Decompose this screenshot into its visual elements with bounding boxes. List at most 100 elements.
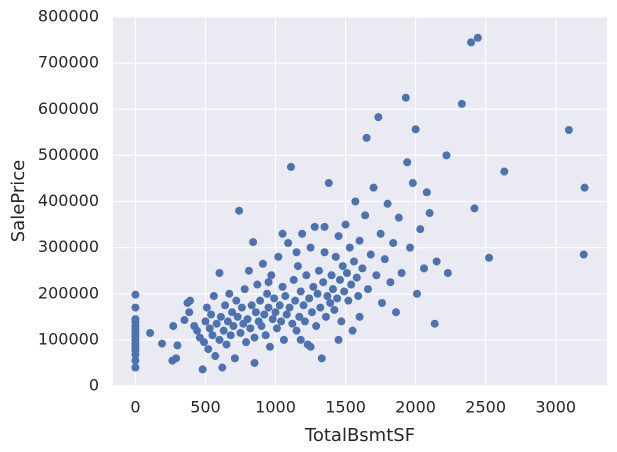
point <box>228 308 237 317</box>
point <box>344 296 353 305</box>
point <box>173 341 182 350</box>
point <box>377 298 386 307</box>
point <box>580 183 589 192</box>
point <box>278 282 287 291</box>
point <box>328 285 337 294</box>
x-tick-label: 0 <box>130 398 140 417</box>
point <box>394 213 403 222</box>
point <box>313 289 322 298</box>
point <box>131 290 140 299</box>
point <box>201 317 210 326</box>
point <box>242 338 251 347</box>
point <box>300 317 309 326</box>
point <box>243 315 252 324</box>
point <box>314 266 323 275</box>
y-tick-label: 500000 <box>38 145 99 164</box>
point <box>268 315 277 324</box>
point <box>250 333 259 342</box>
point <box>131 363 140 372</box>
y-tick-label: 200000 <box>38 283 99 302</box>
point <box>327 271 336 280</box>
point <box>235 206 244 215</box>
point <box>208 331 217 340</box>
point <box>267 271 276 280</box>
point <box>340 287 349 296</box>
point <box>225 289 234 298</box>
point <box>172 354 181 363</box>
point <box>244 266 253 275</box>
point <box>361 211 370 220</box>
point <box>324 179 333 188</box>
point <box>306 342 315 351</box>
point <box>246 324 255 333</box>
point <box>251 308 260 317</box>
point <box>233 312 242 321</box>
point <box>284 239 293 248</box>
point <box>293 262 302 271</box>
point <box>470 204 479 213</box>
point <box>432 257 441 266</box>
point <box>274 252 283 261</box>
point <box>579 250 588 259</box>
point <box>334 232 343 241</box>
point <box>247 301 256 310</box>
point <box>207 310 216 319</box>
point <box>292 326 301 335</box>
point <box>198 365 207 374</box>
point <box>564 126 573 135</box>
point <box>363 285 372 294</box>
point <box>416 225 425 234</box>
point <box>366 250 375 259</box>
point <box>180 316 189 325</box>
point <box>193 326 202 335</box>
point <box>342 268 351 277</box>
point <box>338 262 347 271</box>
point <box>275 301 284 310</box>
point <box>240 285 249 294</box>
point <box>362 133 371 142</box>
point <box>337 317 346 326</box>
point <box>270 294 279 303</box>
point <box>296 335 305 344</box>
point <box>425 209 434 218</box>
y-tick-label: 0 <box>89 376 99 395</box>
point <box>369 183 378 192</box>
point <box>292 248 301 257</box>
point <box>326 298 335 307</box>
point <box>279 335 288 344</box>
point <box>374 113 383 122</box>
point <box>485 253 494 262</box>
point <box>408 179 417 188</box>
point <box>348 326 357 335</box>
point <box>200 338 209 347</box>
point <box>430 319 439 328</box>
point <box>281 292 290 301</box>
point <box>221 301 230 310</box>
point <box>218 363 227 372</box>
point <box>215 268 224 277</box>
point <box>355 236 364 245</box>
point <box>333 294 342 303</box>
point <box>146 328 155 337</box>
point <box>319 278 328 287</box>
point <box>289 275 298 284</box>
x-tick-label: 500 <box>190 398 221 417</box>
point <box>263 289 272 298</box>
point <box>265 342 274 351</box>
point <box>355 312 364 321</box>
point <box>309 282 318 291</box>
point <box>320 248 329 257</box>
point <box>341 220 350 229</box>
point <box>131 303 140 312</box>
point <box>296 287 305 296</box>
point <box>169 322 178 331</box>
point <box>215 335 224 344</box>
point <box>302 271 311 280</box>
point <box>467 38 476 47</box>
point <box>321 312 330 321</box>
x-tick-label: 1500 <box>325 398 366 417</box>
point <box>223 317 232 326</box>
point <box>186 296 195 305</box>
point <box>500 167 509 176</box>
point <box>420 264 429 273</box>
